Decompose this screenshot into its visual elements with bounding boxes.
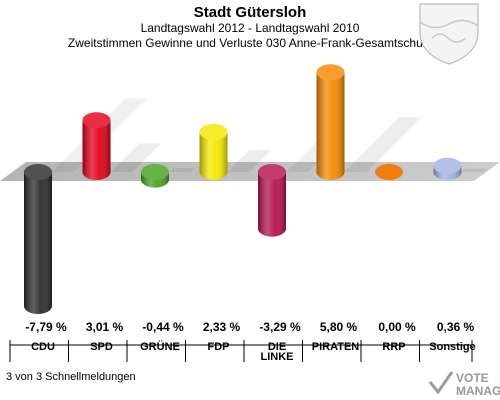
bar (258, 164, 286, 237)
checkmark-icon (428, 371, 454, 395)
chart-floor (0, 162, 500, 181)
chart-subtitle-2: Zweitstimmen Gewinne und Verluste 030 An… (68, 36, 432, 50)
category-label: Sonstige (429, 341, 475, 353)
bar (82, 112, 111, 180)
bar-shadow (169, 167, 196, 172)
value-label: 5,80 % (320, 320, 358, 334)
bar-shadow (461, 168, 487, 172)
category-label: CDU (31, 341, 55, 353)
footer-note: 3 von 3 Schnellmeldungen (6, 371, 136, 383)
value-label: -3,29 % (259, 320, 301, 334)
bar (316, 64, 345, 180)
value-label: 0,36 % (437, 320, 475, 334)
value-label: -7,79 % (25, 320, 67, 334)
bar (141, 164, 169, 188)
category-label: DIE LINKE (261, 341, 294, 363)
value-label: -0,44 % (142, 320, 184, 334)
bar-shadows (52, 98, 487, 172)
bars (24, 64, 462, 314)
coat-of-arms-icon (419, 3, 479, 65)
bar (24, 164, 52, 314)
category-label: PIRATEN (312, 341, 360, 353)
category-label: SPD (90, 341, 113, 353)
bar (199, 123, 228, 180)
category-label: RRP (382, 341, 405, 353)
bar-shadow (227, 149, 272, 172)
bar-shadow (110, 143, 161, 172)
category-label: GRÜNE (140, 340, 180, 353)
category-label: FDP (208, 341, 230, 353)
value-label: 2,33 % (203, 320, 241, 334)
svg-text:VOTEMANAGER: VOTEMANAGER (456, 371, 500, 398)
chart-title: Stadt Gütersloh (194, 4, 307, 21)
value-labels: -7,79 % 3,01 % -0,44 % 2,33 % -3,29 % 5,80 % 0… (25, 320, 474, 334)
vote-manager-logo: VOTEMANAGER (428, 371, 500, 398)
chart-subtitle-1: Landtagswahl 2012 - Landtagswahl 2010 (141, 21, 360, 35)
value-label: 3,01 % (86, 320, 124, 334)
value-label: 0,00 % (378, 320, 416, 334)
bar (433, 157, 462, 180)
axis-ticks (9, 340, 473, 362)
bar-shadow (344, 117, 422, 172)
category-labels: CDU SPD GRÜNE FDP DIE LINKE PIRATEN RRP Sonstige (31, 340, 476, 363)
bar (375, 164, 403, 180)
